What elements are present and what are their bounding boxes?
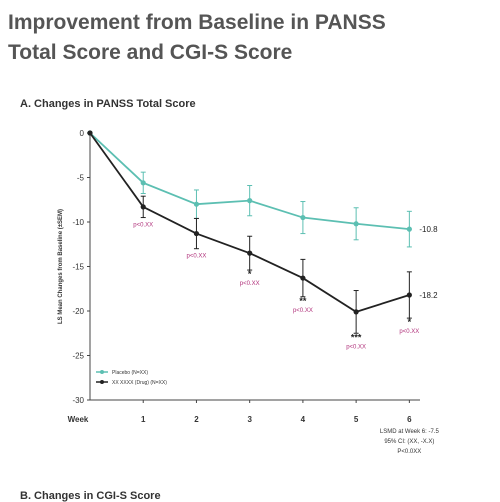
y-tick-label: 0 [80, 129, 85, 138]
legend-entry: XX XXXX (Drug) (N=XX) [112, 380, 167, 386]
lsmd-note-line: P<0.0XX [397, 449, 421, 455]
x-tick-label: 4 [301, 415, 306, 424]
y-tick-label: -30 [72, 396, 84, 405]
page-title-line2: Total Score and CGI-S Score [8, 41, 293, 64]
p-value-label: p<0.XX [187, 254, 207, 260]
x-tick-label: 3 [247, 415, 252, 424]
page-title-line1: Improvement from Baseline in PANSS [8, 11, 386, 34]
data-point [247, 250, 253, 256]
legend-swatch-point [100, 370, 104, 374]
significance-stars: * [408, 317, 412, 327]
data-point [406, 292, 412, 298]
data-point [300, 214, 306, 221]
x-tick-label: 6 [407, 415, 412, 424]
series-end-label: -18.2 [419, 291, 438, 300]
significance-stars: ** [299, 296, 307, 306]
data-point [140, 180, 146, 186]
y-tick-label: -5 [77, 174, 85, 183]
y-tick-label: -15 [72, 263, 84, 272]
data-point [193, 230, 200, 237]
section-b-heading: B. Changes in CGI-S Score [20, 490, 161, 502]
y-tick-label: -10 [72, 218, 84, 227]
legend-entry: Placebo (N=XX) [112, 370, 148, 376]
y-axis-label: LS Mean Changes from Baseline (±SEM) [58, 209, 64, 324]
legend-swatch-point [100, 380, 104, 384]
chart-title: A. Changes in PANSS Total Score [20, 98, 196, 110]
p-value-label: p<0.XX [399, 329, 419, 335]
data-point [300, 275, 306, 281]
lsmd-note-line: LSMD at Week 6: -7.5 [380, 429, 440, 435]
p-value-label: p<0.XX [346, 344, 366, 350]
data-point [353, 221, 359, 227]
p-value-label: p<0.XX [293, 308, 313, 314]
data-point [87, 130, 93, 136]
p-value-label: p<0.XX [133, 223, 153, 229]
data-point [140, 204, 146, 210]
x-tick-label: 5 [354, 415, 359, 424]
data-point [406, 226, 412, 232]
significance-stars: *** [351, 332, 362, 342]
y-tick-label: -25 [72, 352, 84, 361]
x-tick-label: 2 [194, 415, 199, 424]
data-point [353, 309, 359, 315]
data-point [247, 198, 253, 204]
p-value-label: p<0.XX [240, 281, 260, 287]
y-tick-label: -20 [72, 307, 84, 316]
x-tick-label: Week [68, 415, 89, 424]
significance-stars: * [248, 269, 252, 279]
series-end-label: -10.8 [419, 225, 438, 234]
x-tick-label: 1 [141, 415, 146, 424]
data-point [193, 201, 200, 207]
lsmd-note-line: 95% CI: (XX, -X.X) [384, 439, 434, 445]
page-title: Improvement from Baseline in PANSS Total… [8, 8, 488, 68]
